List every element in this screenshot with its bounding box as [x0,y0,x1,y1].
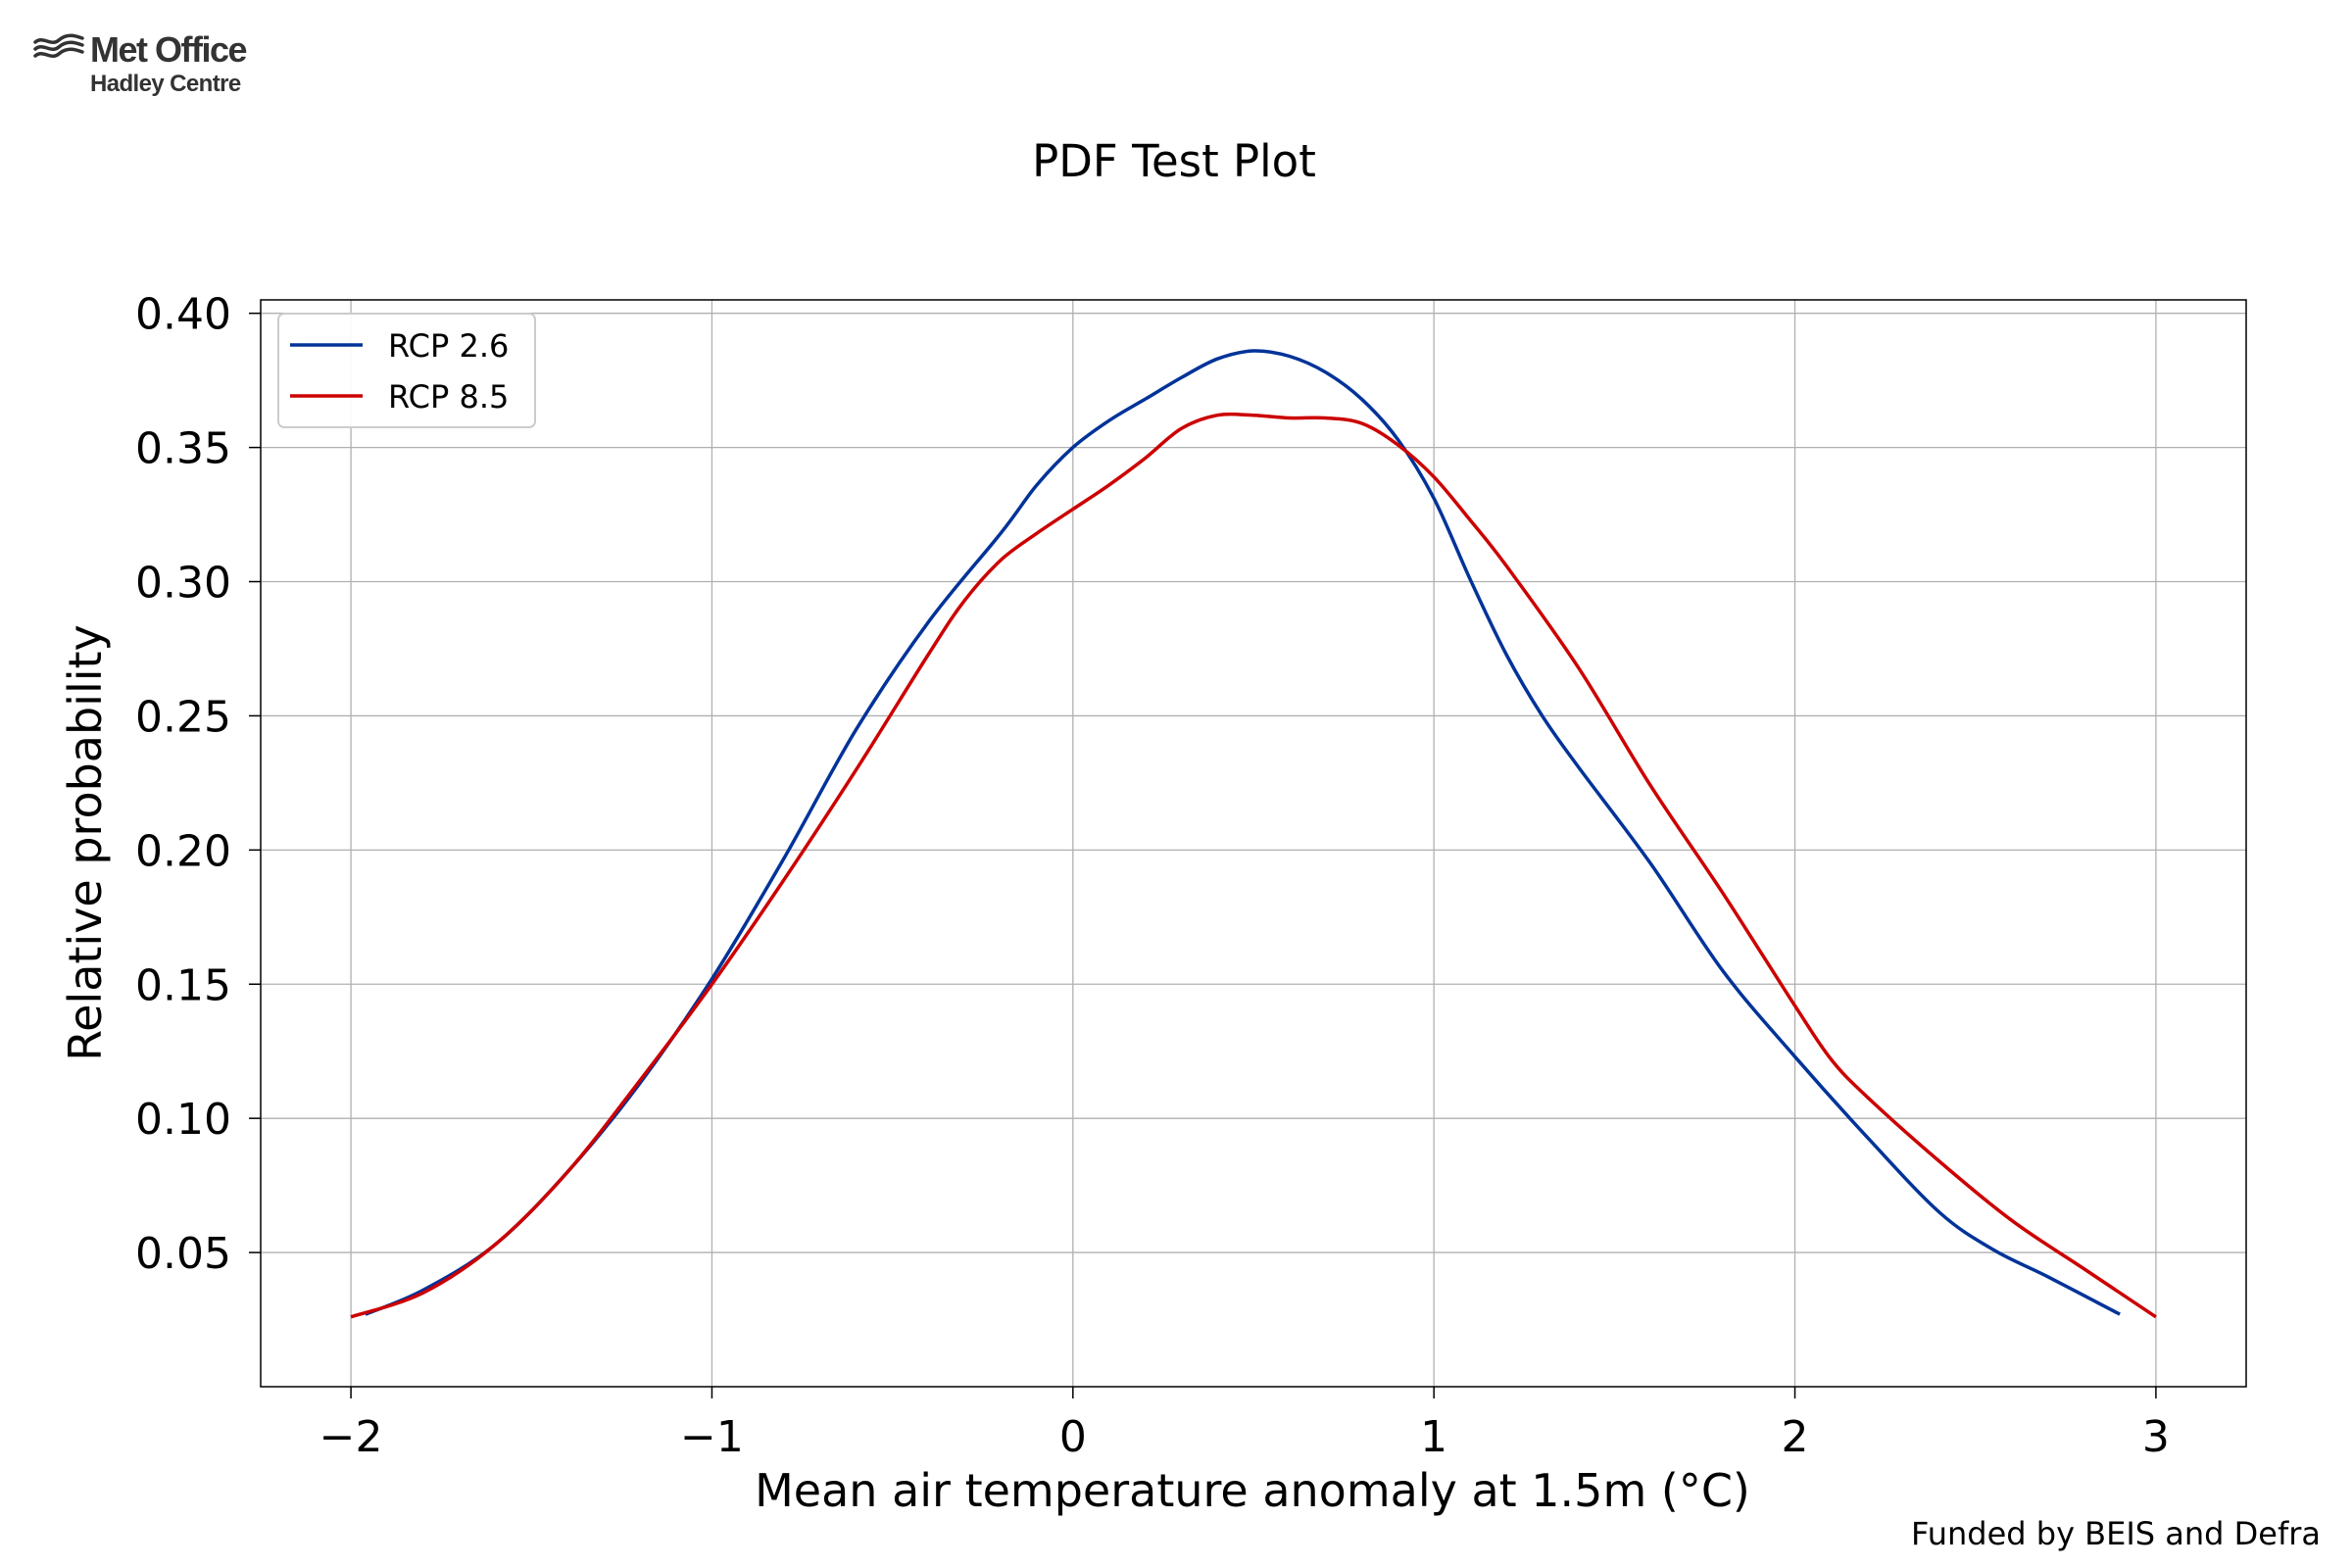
plot-frame [260,299,2247,1388]
series-lines [350,349,2157,1319]
grid [261,300,2246,1387]
y-tick-label: 0.05 [135,1229,231,1279]
legend-label-rcp26: RCP 2.6 [388,327,509,365]
x-tick-label: 1 [1420,1412,1447,1462]
x-tick-label: 0 [1059,1412,1087,1462]
legend-box [277,313,536,428]
x-tick-label: −1 [680,1412,744,1462]
legend-label-rcp85: RCP 8.5 [388,378,509,416]
x-axis-ticks: −2 −1 0 1 2 3 [319,1387,2170,1462]
y-tick-label: 0.10 [135,1095,231,1145]
logo-name: Met Office [90,29,248,70]
series-line-rcp26 [365,349,2121,1316]
y-tick-label: 0.30 [135,559,231,609]
x-tick-label: 3 [2142,1412,2170,1462]
y-tick-label: 0.35 [135,424,231,474]
y-tick-label: 0.25 [135,692,231,742]
logo-subtitle: Hadley Centre [90,71,241,97]
y-tick-label: 0.20 [135,826,231,876]
legend: RCP 2.6 RCP 8.5 [277,313,536,428]
x-tick-label: 2 [1782,1412,1809,1462]
y-axis-ticks: 0.05 0.10 0.15 0.20 0.25 0.30 0.35 0.40 [135,290,261,1279]
y-tick-label: 0.15 [135,960,231,1010]
y-tick-label: 0.40 [135,290,231,340]
met-office-waves-icon [33,33,84,59]
y-axis-label: Relative probability [59,624,112,1061]
chart-title: PDF Test Plot [1032,135,1316,187]
series-line-rcp85 [350,412,2157,1319]
funding-footer: Funded by BEIS and Defra [1911,1515,2321,1552]
x-axis-label: Mean air temperature anomaly at 1.5m (°C… [755,1464,1750,1517]
x-tick-label: −2 [319,1412,383,1462]
met-office-logo: Met Office Hadley Centre [33,27,327,106]
